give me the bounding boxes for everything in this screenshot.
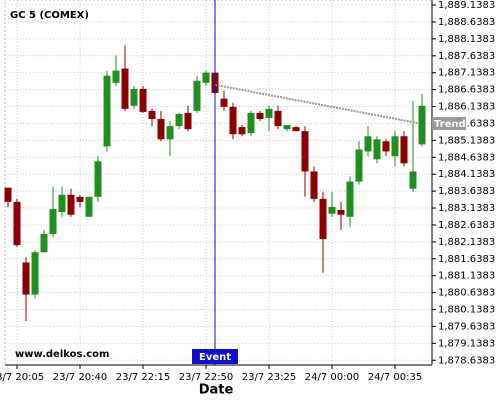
y-tick-label: 1,881.6383 (438, 254, 495, 265)
y-tick-label: 1,889.1383 (438, 0, 495, 11)
event-label: Event (199, 352, 231, 363)
chart-title: GC 5 (COMEX) (10, 10, 89, 21)
y-tick-label: 1,878.6383 (438, 355, 495, 366)
x-tick-label: 23/7 20:40 (53, 372, 107, 383)
candle-body (76, 196, 84, 202)
y-tick-label: 1,885.1383 (438, 135, 495, 146)
candle-body (67, 194, 75, 215)
candle-body (418, 105, 426, 145)
candle-body (238, 127, 246, 135)
candle-body (229, 106, 237, 135)
candle-body (265, 108, 273, 118)
trend-label: Trend (434, 119, 466, 130)
candle-body (355, 149, 363, 182)
candle-body (184, 112, 192, 130)
candle-body (400, 136, 408, 164)
candle-body (121, 68, 129, 109)
y-tick-label: 1,883.1383 (438, 203, 495, 214)
x-tick-label: 24/7 00:00 (305, 372, 359, 383)
y-tick-label: 1,882.1383 (438, 237, 495, 248)
candle-body (157, 118, 165, 140)
candle-body (310, 171, 318, 199)
candle-body (148, 110, 156, 119)
candle-body (85, 196, 93, 217)
candle-body (175, 113, 183, 127)
candle-body (40, 234, 48, 253)
x-axis-title: Date (199, 383, 234, 398)
x-tick-label: 23/7 23:25 (242, 372, 296, 383)
candle-body (382, 141, 390, 152)
candle-body (319, 198, 327, 240)
candle-body (103, 75, 111, 147)
y-tick-label: 1,888.1383 (438, 34, 495, 45)
y-tick-label: 1,879.6383 (438, 321, 495, 332)
y-tick-label: 1,884.6383 (438, 152, 495, 163)
candle-body (301, 131, 309, 172)
marks (4, 0, 426, 365)
y-tick-label: 1,880.1383 (438, 305, 495, 316)
candle-body (337, 210, 345, 215)
candle-body (4, 187, 12, 202)
candle-body (373, 139, 381, 160)
candle-body (283, 125, 291, 130)
candle-body (364, 136, 372, 152)
plot-frame (4, 0, 433, 366)
candle-body (274, 110, 282, 127)
y-tick-label: 1,886.6383 (438, 85, 495, 96)
y-tick-label: 1,883.6383 (438, 186, 495, 197)
candle-body (292, 127, 300, 132)
y-tick-label: 1,879.1383 (438, 338, 495, 349)
event-label-box (192, 349, 238, 364)
x-tick-label: 24/7 00:35 (368, 372, 422, 383)
candle-body (49, 208, 57, 235)
y-tick-label: 1,884.1383 (438, 169, 495, 180)
y-tick-label: 1,885.6383 (438, 118, 495, 129)
candle-body (112, 70, 120, 83)
trend-label-box (432, 117, 466, 131)
candle-body (58, 194, 66, 213)
candle-body (409, 171, 417, 189)
x-tick-label: 23/7 22:15 (116, 372, 170, 383)
y-tick-label: 1,887.1383 (438, 68, 495, 79)
y-tick-label: 1,888.6383 (438, 17, 495, 28)
candle-body (94, 161, 102, 197)
trend-line (214, 83, 419, 125)
candle-body (31, 252, 39, 295)
candle-body (256, 112, 264, 119)
x-tick-label: 23/7 20:05 (0, 372, 44, 383)
x-tick-label: 23/7 22:50 (179, 372, 233, 383)
y-tick-label: 1,882.6383 (438, 220, 495, 231)
candle-body (247, 112, 255, 134)
candle-body (139, 88, 147, 112)
candle-body (22, 262, 30, 295)
y-tick-label: 1,881.1383 (438, 271, 495, 282)
candle-body (328, 206, 336, 214)
candle-body (220, 98, 228, 107)
y-tick-label: 1,887.6383 (438, 51, 495, 62)
y-tick-label: 1,880.6383 (438, 288, 495, 299)
candle-body (166, 126, 174, 140)
candle-body (13, 201, 21, 246)
y-tick-label: 1,886.1383 (438, 102, 495, 113)
candle-body (391, 136, 399, 157)
watermark: www.delkos.com (15, 349, 109, 360)
candle-body (346, 181, 354, 217)
candle-body (130, 88, 138, 106)
candle-body (193, 80, 201, 111)
candle-body (202, 72, 210, 83)
